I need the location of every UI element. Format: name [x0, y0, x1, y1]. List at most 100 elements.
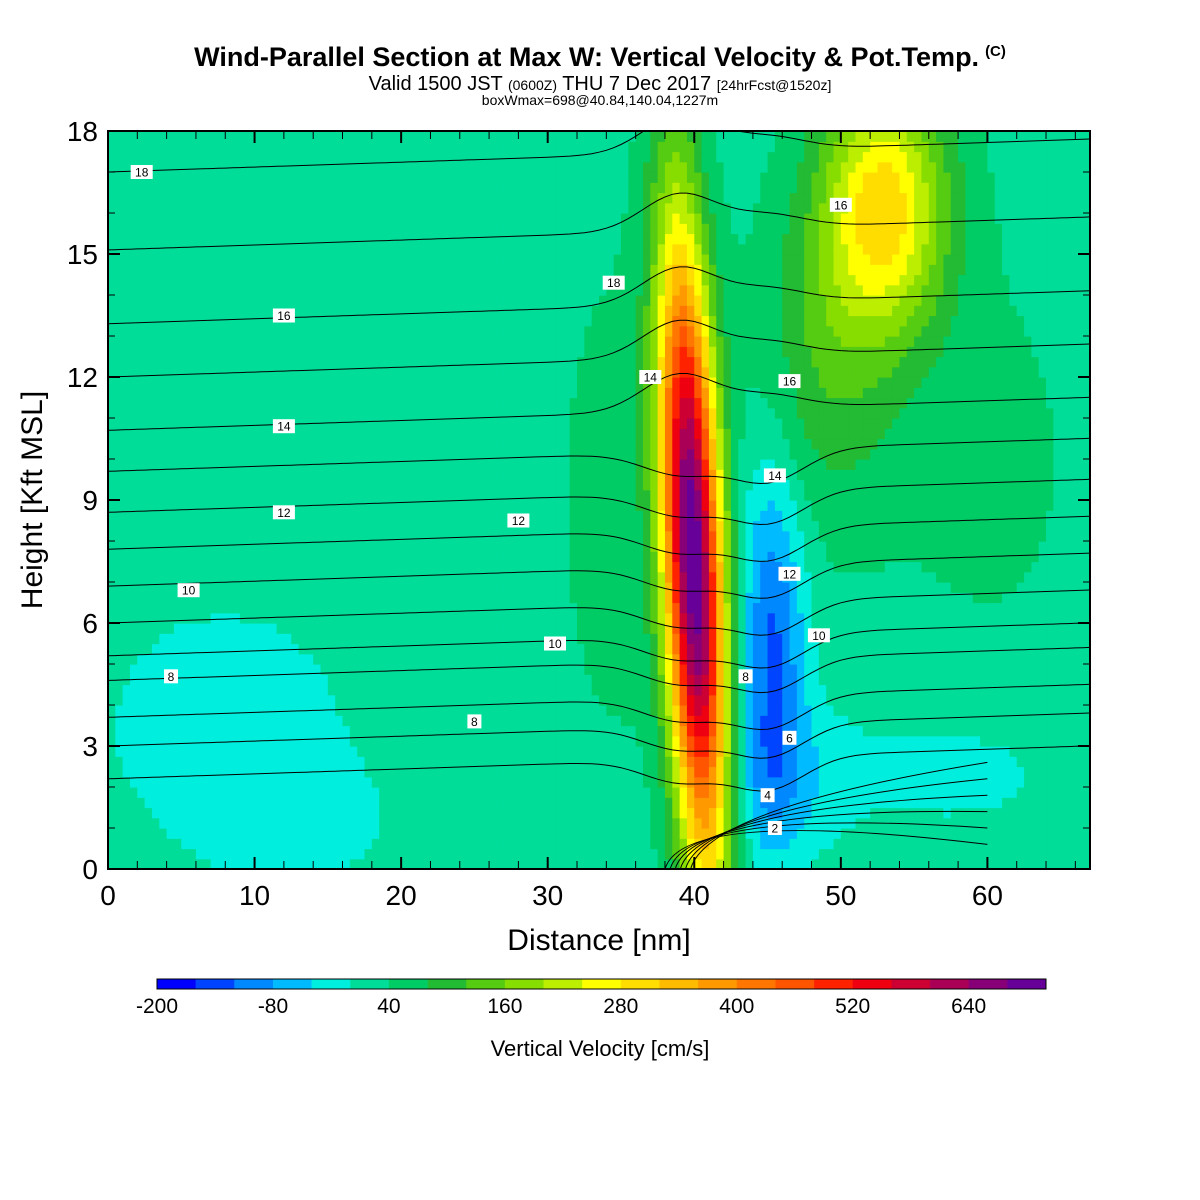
velocity-cell [393, 602, 402, 614]
velocity-cell [664, 633, 673, 645]
velocity-cell [577, 746, 585, 757]
velocity-cell [577, 592, 585, 604]
velocity-cell [870, 858, 879, 869]
velocity-cell [1031, 756, 1040, 768]
velocity-cell [848, 797, 857, 809]
velocity-cell [511, 797, 519, 809]
velocity-cell [833, 489, 842, 501]
velocity-cell [349, 602, 358, 614]
velocity-cell [1068, 756, 1076, 768]
velocity-cell [1046, 817, 1054, 829]
velocity-cell [144, 551, 153, 563]
velocity-cell [569, 530, 578, 542]
velocity-cell [723, 551, 732, 563]
velocity-cell [1068, 510, 1076, 522]
velocity-cell [276, 643, 285, 655]
velocity-cell [804, 520, 813, 532]
velocity-cell [452, 828, 461, 839]
velocity-cell [818, 766, 827, 778]
velocity-cell [445, 489, 454, 501]
velocity-cell [914, 858, 923, 869]
velocity-cell [423, 489, 432, 501]
velocity-cell [181, 838, 190, 850]
velocity-cell [1075, 541, 1084, 552]
velocity-cell [173, 735, 182, 747]
velocity-cell [291, 623, 300, 634]
velocity-cell [657, 725, 666, 737]
velocity-cell [217, 520, 226, 532]
velocity-cell [577, 756, 585, 768]
velocity-cell [760, 674, 769, 686]
velocity-cell [408, 582, 417, 593]
velocity-cell [430, 643, 439, 655]
velocity-cell [591, 633, 600, 645]
velocity-cell [584, 592, 593, 604]
velocity-cell [518, 664, 527, 675]
velocity-cell [899, 582, 908, 593]
velocity-cell [1002, 766, 1010, 778]
velocity-cell [298, 582, 307, 593]
velocity-cell [511, 623, 519, 634]
velocity-cell [723, 756, 732, 768]
velocity-cell [225, 694, 234, 706]
velocity-cell [115, 787, 124, 798]
velocity-cell [958, 510, 967, 522]
velocity-cell [679, 735, 688, 747]
velocity-cell [1082, 797, 1090, 809]
velocity-cell [599, 776, 607, 788]
velocity-cell [862, 571, 871, 583]
velocity-cell [159, 684, 168, 696]
velocity-cell [540, 694, 549, 706]
velocity-cell [555, 787, 563, 798]
velocity-cell [774, 705, 783, 716]
velocity-cell [291, 500, 300, 511]
velocity-cell [980, 787, 988, 798]
velocity-cell [518, 633, 527, 645]
velocity-cell [987, 541, 996, 552]
velocity-cell [862, 500, 871, 511]
velocity-cell [525, 797, 534, 809]
velocity-cell [401, 848, 410, 860]
velocity-cell [1009, 766, 1018, 778]
velocity-cell [261, 858, 270, 869]
velocity-cell [950, 561, 959, 573]
velocity-cell [899, 766, 908, 778]
velocity-cell [210, 817, 219, 829]
velocity-cell [459, 694, 468, 706]
velocity-cell [195, 653, 204, 665]
velocity-cell [804, 715, 813, 727]
velocity-cell [474, 592, 483, 604]
velocity-cell [811, 489, 820, 501]
velocity-cell [254, 582, 263, 593]
velocity-cell [899, 715, 908, 727]
velocity-cell [342, 500, 351, 511]
velocity-cell [664, 582, 673, 593]
velocity-cell [489, 838, 497, 850]
velocity-cell [481, 807, 490, 819]
velocity-cell [826, 541, 835, 552]
velocity-cell [357, 633, 366, 645]
velocity-cell [642, 746, 651, 757]
velocity-cell [181, 602, 190, 614]
velocity-cell [342, 530, 351, 542]
velocity-cell [203, 838, 212, 850]
velocity-cell [591, 612, 600, 624]
velocity-cell [137, 612, 146, 624]
velocity-cell [606, 612, 615, 624]
velocity-cell [1082, 592, 1090, 604]
velocity-cell [862, 520, 871, 532]
velocity-cell [943, 817, 952, 829]
velocity-cell [151, 674, 160, 686]
velocity-cell [276, 571, 285, 583]
velocity-cell [620, 653, 629, 665]
velocity-cell [283, 664, 292, 675]
velocity-cell [489, 776, 497, 788]
velocity-cell [672, 756, 681, 768]
velocity-cell [144, 828, 153, 839]
velocity-cell [349, 674, 358, 686]
velocity-cell [261, 797, 270, 809]
velocity-cell [789, 489, 798, 501]
velocity-cell [686, 838, 695, 850]
velocity-cell [577, 787, 585, 798]
velocity-cell [129, 694, 138, 706]
